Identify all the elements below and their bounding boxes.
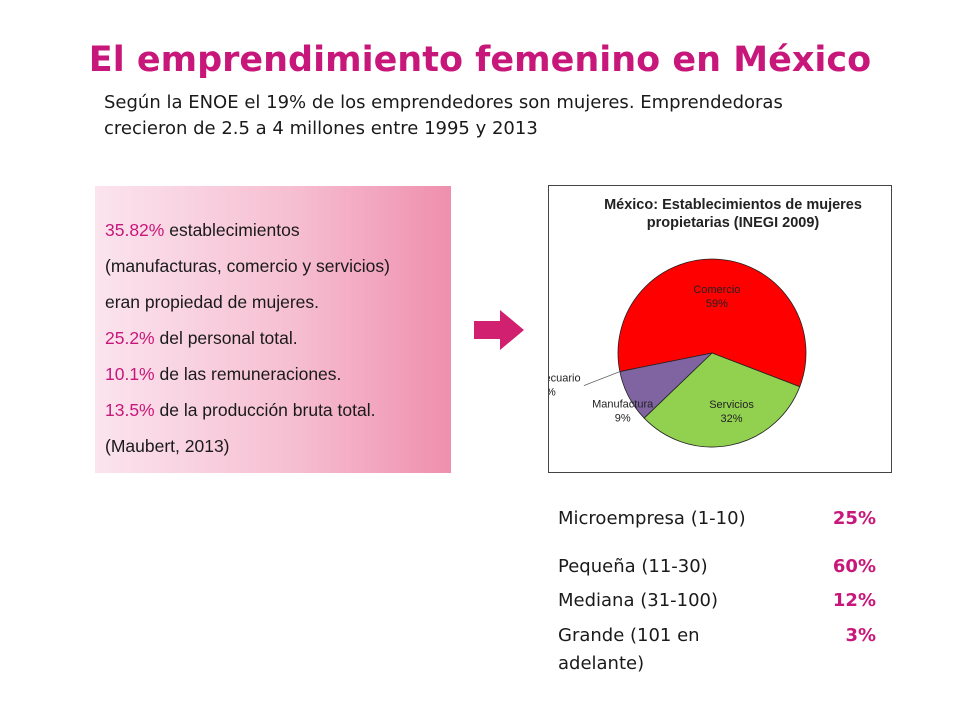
stat-pct: 25.2%	[105, 328, 155, 348]
size-label: Grande (101 en adelante)	[558, 622, 778, 678]
size-label-line: adelante)	[558, 653, 645, 674]
stat-pct: 13.5%	[105, 400, 155, 420]
pie-chart: México: Establecimientos de mujeres prop…	[548, 185, 892, 473]
size-label: Microempresa (1-10)	[558, 508, 746, 529]
pie-label-manufactura: Manufactura	[592, 399, 654, 411]
stat-text: (manufacturas, comercio y servicios)	[105, 256, 390, 276]
stat-propiedad: eran propiedad de mujeres.	[105, 284, 451, 320]
pie-value-agropecuario: 0%	[549, 387, 556, 399]
arrow-right-icon	[474, 310, 524, 350]
pie-leader-line	[583, 371, 620, 386]
stat-text: del personal total.	[154, 328, 298, 348]
size-value: 12%	[832, 590, 876, 611]
pie-value-servicios: 32%	[721, 413, 743, 425]
size-label-line: Grande (101 en	[558, 625, 700, 646]
slide-subtitle: Según la ENOE el 19% de los emprendedore…	[104, 92, 783, 139]
size-label: Mediana (31-100)	[558, 590, 719, 611]
size-value: 25%	[832, 508, 876, 529]
chart-title: México: Establecimientos de mujeres prop…	[604, 197, 862, 231]
stat-text: de las remuneraciones.	[154, 364, 342, 384]
pie-value-comercio: 59%	[706, 298, 728, 310]
pie-label-servicios: Servicios	[709, 399, 754, 411]
size-row: Microempresa (1-10) 25%	[558, 505, 888, 553]
stats-box: 35.82% establecimientos (manufacturas, c…	[95, 186, 451, 473]
stat-text: establecimientos	[164, 220, 300, 240]
stat-pct: 10.1%	[105, 364, 155, 384]
company-size-table: Microempresa (1-10) 25% Pequeña (11-30) …	[558, 505, 888, 682]
stat-establecimientos: 35.82% establecimientos	[105, 212, 451, 248]
stat-personal: 25.2% del personal total.	[105, 320, 451, 356]
size-row: Mediana (31-100) 12%	[558, 587, 888, 622]
stat-citation: (Maubert, 2013)	[105, 428, 451, 464]
pie-slice-servicios	[643, 352, 801, 448]
pie-slice-comercio	[617, 258, 807, 388]
stat-text: eran propiedad de mujeres.	[105, 292, 320, 312]
pie-value-manufactura: 9%	[615, 413, 631, 425]
stat-sectors: (manufacturas, comercio y servicios)	[105, 248, 451, 284]
stat-text: (Maubert, 2013)	[105, 436, 230, 456]
pie-chart-svg: Comercio 59% Servicios 32% Manufactura 9% Agro…	[549, 258, 807, 448]
stat-pct: 35.82%	[105, 220, 165, 240]
pie-label-comercio: Comercio	[693, 284, 740, 296]
size-label: Pequeña (11-30)	[558, 556, 708, 577]
size-value: 3%	[845, 625, 876, 646]
stat-text: de la producción bruta total.	[154, 400, 376, 420]
stat-produccion: 13.5% de la producción bruta total.	[105, 392, 451, 428]
size-row: Pequeña (11-30) 60%	[558, 553, 888, 587]
size-value: 60%	[832, 556, 876, 577]
stat-remuneraciones: 10.1% de las remuneraciones.	[105, 356, 451, 392]
size-row: Grande (101 en adelante) 3%	[558, 622, 888, 682]
pie-label-agropecuario: Agropecuario	[549, 373, 581, 385]
slide-title: El emprendimiento femenino en México	[88, 40, 872, 80]
